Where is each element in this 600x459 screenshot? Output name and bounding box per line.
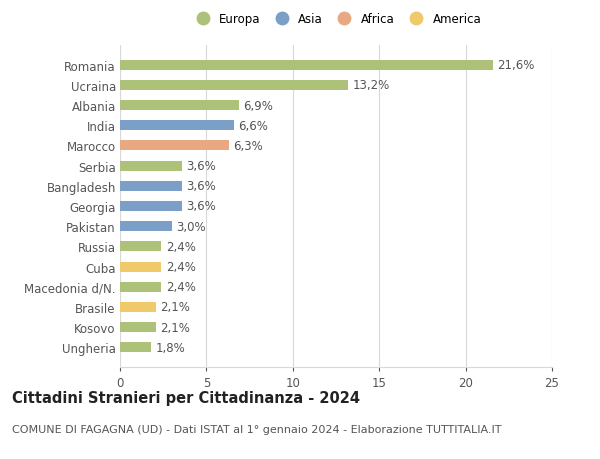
Bar: [120, 322, 156, 332]
Bar: [120, 302, 156, 312]
Bar: [120, 242, 161, 252]
Bar: [120, 202, 182, 212]
Bar: [120, 141, 229, 151]
Text: 21,6%: 21,6%: [497, 59, 535, 72]
Text: 1,8%: 1,8%: [155, 341, 185, 354]
Bar: [120, 282, 161, 292]
Bar: [120, 61, 493, 71]
Bar: [120, 101, 239, 111]
Text: 3,6%: 3,6%: [187, 200, 216, 213]
Bar: [120, 81, 348, 91]
Bar: [120, 262, 161, 272]
Text: 2,4%: 2,4%: [166, 261, 196, 274]
Text: 2,4%: 2,4%: [166, 280, 196, 294]
Text: 6,9%: 6,9%: [244, 99, 274, 112]
Text: 2,1%: 2,1%: [161, 301, 190, 314]
Text: 13,2%: 13,2%: [352, 79, 389, 92]
Bar: [120, 121, 234, 131]
Bar: [120, 161, 182, 171]
Legend: Europa, Asia, Africa, America: Europa, Asia, Africa, America: [191, 13, 481, 26]
Text: 2,4%: 2,4%: [166, 241, 196, 253]
Text: Cittadini Stranieri per Cittadinanza - 2024: Cittadini Stranieri per Cittadinanza - 2…: [12, 390, 360, 405]
Text: 6,3%: 6,3%: [233, 140, 263, 152]
Text: 6,6%: 6,6%: [238, 119, 268, 133]
Text: 3,6%: 3,6%: [187, 180, 216, 193]
Bar: [120, 222, 172, 232]
Text: 3,6%: 3,6%: [187, 160, 216, 173]
Bar: [120, 181, 182, 191]
Text: 3,0%: 3,0%: [176, 220, 206, 233]
Bar: [120, 342, 151, 353]
Text: 2,1%: 2,1%: [161, 321, 190, 334]
Text: COMUNE DI FAGAGNA (UD) - Dati ISTAT al 1° gennaio 2024 - Elaborazione TUTTITALIA: COMUNE DI FAGAGNA (UD) - Dati ISTAT al 1…: [12, 425, 502, 435]
